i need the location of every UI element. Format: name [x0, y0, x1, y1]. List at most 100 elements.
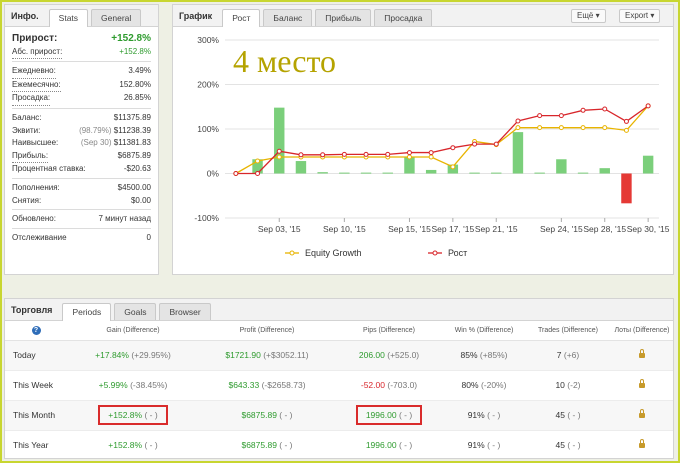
lock-icon [639, 379, 645, 388]
profit-diff: ( - ) [279, 440, 293, 450]
win-diff: ( - ) [487, 410, 501, 420]
series-point [298, 152, 304, 158]
profit-label[interactable]: Прибыль: [12, 150, 49, 164]
column-gain: Gain (Difference) [67, 321, 199, 341]
column-lots: Лоты (Difference) [611, 321, 673, 341]
highest-note: (Sep 30) [80, 138, 112, 148]
abs-gain-row: Абс. прирост: +152.8% [12, 46, 151, 60]
tab-goals[interactable]: Goals [114, 303, 157, 320]
gain-highlight: +152.8% ( - ) [98, 405, 168, 425]
export-button[interactable]: Export ▾ [619, 9, 661, 23]
trades-value: 45 [555, 410, 565, 420]
bar [599, 168, 610, 174]
period-label: Today [5, 340, 67, 371]
series-point [623, 118, 629, 124]
series-point [385, 151, 391, 157]
interest-value: -$20.63 [123, 164, 151, 174]
bar [404, 156, 415, 174]
more-button[interactable]: Ещё ▾ [571, 9, 606, 23]
help-icon[interactable]: ? [31, 325, 41, 335]
pips-diff: ( - ) [398, 410, 413, 420]
y-tick-label: 200% [197, 80, 219, 90]
bar [491, 172, 502, 174]
tab-drawdown[interactable]: Просадка [374, 9, 433, 26]
tab-general[interactable]: General [91, 9, 142, 26]
trades-diff: (-2) [567, 380, 581, 390]
pips-value: 1996.00 [365, 410, 397, 420]
withdrawals-value: $0.00 [130, 195, 151, 205]
daily-label[interactable]: Ежедневно: [12, 65, 56, 79]
series-point [320, 152, 326, 158]
tab-growth[interactable]: Рост [222, 9, 261, 27]
interest-label: Процентная ставка: [12, 164, 86, 174]
drawdown-value: 26.85% [123, 93, 151, 103]
series-point [363, 151, 369, 157]
tab-balance[interactable]: Баланс [263, 9, 313, 26]
x-tick-label: Sep 24, '15 [540, 224, 583, 234]
bar [317, 172, 328, 174]
series-point [341, 151, 347, 157]
series-point [515, 118, 521, 124]
pips-diff: (-703.0) [387, 380, 418, 390]
table-header-row: ? Gain (Difference) Profit (Difference) … [5, 321, 673, 341]
tracking-row: Отслеживание 0 [12, 232, 151, 245]
series-point [450, 145, 456, 151]
bar [534, 172, 545, 174]
abs-gain-label[interactable]: Абс. прирост: [12, 46, 63, 60]
divider [12, 107, 151, 109]
series-point [623, 127, 629, 133]
monthly-row: Ежемесячно: 152.80% [12, 79, 151, 93]
chevron-down-icon: ▾ [650, 11, 655, 20]
win-diff: (+85%) [479, 350, 508, 360]
deposits-row: Пополнения: $4500.00 [12, 182, 151, 195]
win-value: 91% [467, 410, 485, 420]
profit-row: Прибыль: $6875.89 [12, 150, 151, 164]
period-label: This Month [5, 400, 67, 431]
series-point [450, 164, 456, 170]
trades-value: 45 [555, 440, 565, 450]
trading-panel: Торговля Periods Goals Browser ? Gain (D… [4, 298, 674, 461]
bar [621, 173, 632, 204]
bar [382, 172, 393, 174]
column-pips: Pips (Difference) [335, 321, 443, 341]
deposits-label: Пополнения: [12, 182, 60, 192]
bar [252, 159, 263, 174]
highest-row: Наивысшее: (Sep 30) $11381.83 [12, 137, 151, 150]
series-point [558, 125, 564, 131]
monthly-label[interactable]: Ежемесячно: [12, 79, 61, 93]
x-tick-label: Sep 21, '15 [475, 224, 518, 234]
bar [295, 161, 307, 174]
column-profit: Profit (Difference) [199, 321, 335, 341]
interest-row: Процентная ставка: -$20.63 [12, 163, 151, 176]
win-diff: ( - ) [487, 440, 501, 450]
period-label: This Year [5, 430, 67, 461]
profit-value: $6875.89 [117, 150, 151, 160]
series-point [493, 141, 499, 147]
bar [512, 132, 524, 174]
trades-value: 10 [555, 380, 565, 390]
series-point [580, 125, 586, 131]
series-point [472, 141, 478, 147]
tab-periods[interactable]: Periods [62, 303, 112, 321]
chevron-down-icon: ▾ [595, 11, 600, 20]
x-tick-label: Sep 28, '15 [583, 224, 626, 234]
info-panel: Инфо. Stats General Прирост: +152.8% Абс… [4, 4, 159, 275]
table-row: This Month +152.8% ( - ) $6875.89 ( - ) … [5, 400, 673, 431]
pips-highlight: 1996.00 ( - ) [355, 405, 423, 425]
bar [339, 172, 350, 174]
daily-row: Ежедневно: 3.49% [12, 65, 151, 79]
profit-diff: ( - ) [279, 410, 293, 420]
balance-value: $11375.89 [113, 112, 151, 122]
gain-value: +152.8% [108, 410, 143, 420]
drawdown-label[interactable]: Просадка: [12, 92, 51, 106]
tab-profit[interactable]: Прибыль [315, 9, 372, 26]
chart-panel-title: График [179, 10, 213, 21]
x-tick-label: Sep 17, '15 [431, 224, 474, 234]
equity-note: (98.79%) [79, 125, 112, 135]
tab-browser[interactable]: Browser [159, 303, 211, 320]
bar [274, 107, 285, 174]
series-point [276, 148, 282, 154]
bar [577, 172, 589, 174]
tab-stats[interactable]: Stats [48, 9, 89, 27]
gain-diff: (+29.95%) [131, 350, 171, 360]
